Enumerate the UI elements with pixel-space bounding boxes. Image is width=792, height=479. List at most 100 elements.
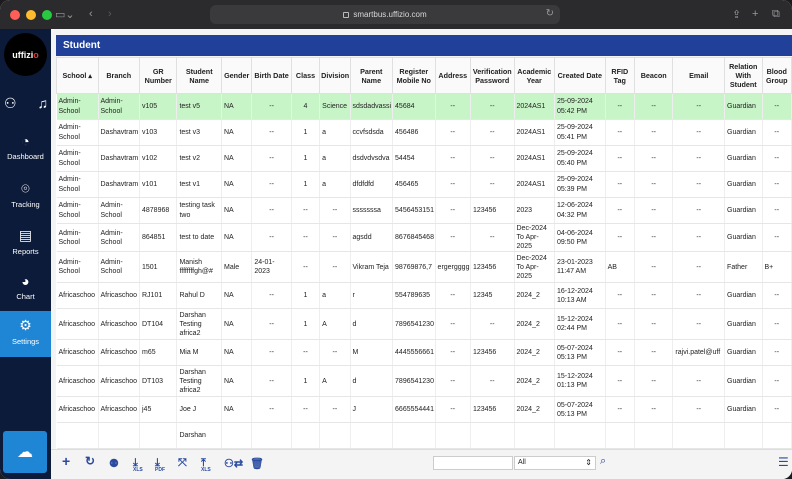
table-row[interactable]: Admin-School Dashavtram v102 test v2 NA -- 1 a d… bbox=[56, 145, 792, 172]
table-cell: DT104 bbox=[139, 308, 178, 341]
table-cell: Vikram Teja bbox=[350, 251, 394, 284]
back-icon[interactable]: ‹ bbox=[89, 8, 93, 20]
table-cell bbox=[672, 422, 726, 449]
table-cell: -- bbox=[319, 396, 351, 424]
table-cell: 1 bbox=[291, 365, 321, 398]
search-icon[interactable]: ⌕ bbox=[600, 455, 607, 467]
table-row[interactable]: Africaschoo Africaschoo j45 Joe J NA -- -- -- J 6… bbox=[56, 396, 792, 424]
table-row[interactable]: Africaschoo Africaschoo m65 Mia M NA -- -- -- M 4… bbox=[56, 339, 792, 367]
table-cell: -- bbox=[762, 282, 792, 310]
table-cell: -- bbox=[634, 119, 674, 146]
table-row[interactable]: Admin-School Dashavtram v101 test v1 NA -- 1 a d… bbox=[56, 171, 792, 198]
column-header[interactable]: Blood Group bbox=[761, 57, 792, 94]
export-pdf-button[interactable]: ⤓ PDF bbox=[155, 457, 165, 473]
table-cell: NA bbox=[221, 119, 253, 146]
share-icon[interactable]: ⇪ bbox=[732, 9, 742, 21]
export-xls-button[interactable]: ⤓ XLS bbox=[133, 457, 143, 473]
table-cell: Africaschoo bbox=[56, 396, 99, 424]
table-row[interactable]: Admin-School Admin-School v105 test v5 NA -- 4… bbox=[56, 93, 792, 120]
table-cell: Darshan Testing africa2 bbox=[176, 308, 222, 341]
table-row[interactable]: Admin-School Admin-School 1501 Manish fffff… bbox=[56, 251, 792, 284]
table-cell: ergergggg bbox=[435, 251, 471, 284]
maximize-window-button[interactable] bbox=[42, 9, 52, 20]
table-cell bbox=[605, 422, 635, 449]
table-row[interactable]: Admin-School Admin-School 864851 test to da… bbox=[56, 223, 792, 253]
sidebar-item-dashboard[interactable]: ◔ Dashboard bbox=[0, 127, 51, 171]
table-cell: -- bbox=[470, 171, 515, 198]
table-cell: Guardian bbox=[724, 93, 763, 120]
reload-icon[interactable]: ↻ bbox=[545, 8, 554, 19]
column-header[interactable]: Academic Year bbox=[513, 57, 555, 94]
column-header[interactable]: Parent Name bbox=[349, 57, 394, 94]
table-row[interactable]: Africaschoo Africaschoo DT104 Darshan Testi… bbox=[56, 308, 792, 341]
refresh-icon[interactable]: ↻ bbox=[85, 454, 96, 468]
column-header[interactable]: Created Date bbox=[553, 57, 606, 94]
sidebar-item-reports[interactable]: ▤ Reports bbox=[0, 221, 51, 265]
column-header[interactable]: GR Number bbox=[138, 57, 178, 94]
add-icon[interactable]: + bbox=[62, 453, 71, 469]
filter-select[interactable]: All ⇕ bbox=[514, 456, 596, 470]
student-table-container[interactable]: School ▴ Branch GR Number Student Name Gende… bbox=[56, 57, 792, 449]
close-window-button[interactable] bbox=[10, 9, 20, 20]
panel-title: Student bbox=[56, 35, 792, 56]
table-cell bbox=[251, 422, 292, 449]
table-cell: -- bbox=[605, 282, 635, 310]
table-row[interactable]: Africaschoo Africaschoo DT103 Darshan Testi… bbox=[56, 365, 792, 398]
expand-icon[interactable]: ⤧ bbox=[178, 457, 187, 469]
table-cell: Guardian bbox=[724, 119, 763, 146]
table-cell: -- bbox=[762, 119, 792, 146]
column-header[interactable]: Verification Password bbox=[469, 57, 515, 94]
delete-icon[interactable]: 🗑 bbox=[250, 458, 264, 470]
table-cell: Admin-School bbox=[98, 251, 140, 284]
column-header[interactable]: Beacon bbox=[633, 57, 674, 94]
address-bar[interactable]: smartbus.uffizio.com ↻ bbox=[210, 5, 560, 24]
column-header[interactable]: Class bbox=[290, 57, 321, 94]
table-cell: 1501 bbox=[139, 251, 178, 284]
column-header[interactable]: Birth Date bbox=[251, 57, 292, 94]
uffizio-logo[interactable]: uffizi o bbox=[4, 33, 47, 76]
student-table: School ▴ Branch GR Number Student Name Gende… bbox=[56, 57, 792, 449]
import-user-icon[interactable]: ⚉ bbox=[109, 458, 119, 470]
table-cell: -- bbox=[762, 223, 792, 253]
table-cell bbox=[435, 422, 471, 449]
table-cell: Joe J bbox=[176, 396, 222, 424]
column-header[interactable]: RFID Tag bbox=[604, 57, 635, 94]
column-header[interactable]: Gender bbox=[220, 57, 253, 94]
column-header[interactable]: Relation With Student bbox=[724, 57, 763, 94]
table-cell: Rahul D bbox=[176, 282, 222, 310]
column-header[interactable]: School ▴ bbox=[56, 57, 99, 94]
table-cell: Guardian bbox=[724, 339, 763, 367]
table-row[interactable]: Africaschoo Africaschoo RJ101 Rahul D NA -- 1 a… bbox=[56, 282, 792, 310]
column-header[interactable]: Address bbox=[434, 57, 471, 94]
sidebar-item-tracking[interactable]: ⌾ Tracking bbox=[0, 174, 51, 218]
cloud-download-button[interactable]: ☁ bbox=[3, 431, 47, 473]
table-cell: 864851 bbox=[139, 223, 178, 253]
table-cell: 1 bbox=[291, 282, 321, 310]
user-icon[interactable]: ⚇ bbox=[4, 95, 17, 111]
table-cell bbox=[139, 422, 178, 449]
table-row[interactable]: Admin-School Dashavtram v103 test v3 NA -- 1 a c… bbox=[56, 119, 792, 146]
table-cell: sdsdadvassi bbox=[350, 93, 394, 120]
assign-user-icon[interactable]: ⚇⇄ bbox=[224, 458, 244, 470]
column-header[interactable]: Division bbox=[319, 57, 351, 94]
bell-icon[interactable]: ♫ bbox=[37, 95, 49, 111]
table-cell: dsdvdvsdva bbox=[350, 145, 394, 172]
upload-xls-button[interactable]: ⤒ XLS bbox=[201, 457, 211, 473]
column-header[interactable]: Student Name bbox=[176, 57, 222, 94]
search-input[interactable] bbox=[433, 456, 513, 470]
tab-overview-icon[interactable]: ⧉ bbox=[772, 8, 780, 20]
sidebar-item-chart[interactable]: ◕ Chart bbox=[0, 267, 51, 311]
minimize-window-button[interactable] bbox=[26, 9, 36, 20]
table-row[interactable]: Admin-School Admin-School 4878968 testing t… bbox=[56, 197, 792, 224]
forward-icon[interactable]: › bbox=[108, 8, 112, 20]
column-header[interactable]: Register Mobile No bbox=[392, 57, 436, 94]
menu-icon[interactable]: ☰ bbox=[778, 455, 789, 469]
table-cell: 123456 bbox=[470, 251, 515, 284]
new-tab-icon[interactable]: + bbox=[752, 8, 759, 20]
column-header[interactable]: Branch bbox=[97, 57, 140, 94]
table-cell: 456486 bbox=[392, 119, 436, 146]
table-row[interactable]: Darshan bbox=[56, 422, 792, 449]
sidebar-toggle-icon[interactable]: ▭⌄ bbox=[55, 9, 75, 21]
column-header[interactable]: Email bbox=[672, 57, 726, 94]
sidebar-item-settings[interactable]: ⚙ Settings bbox=[0, 311, 51, 357]
